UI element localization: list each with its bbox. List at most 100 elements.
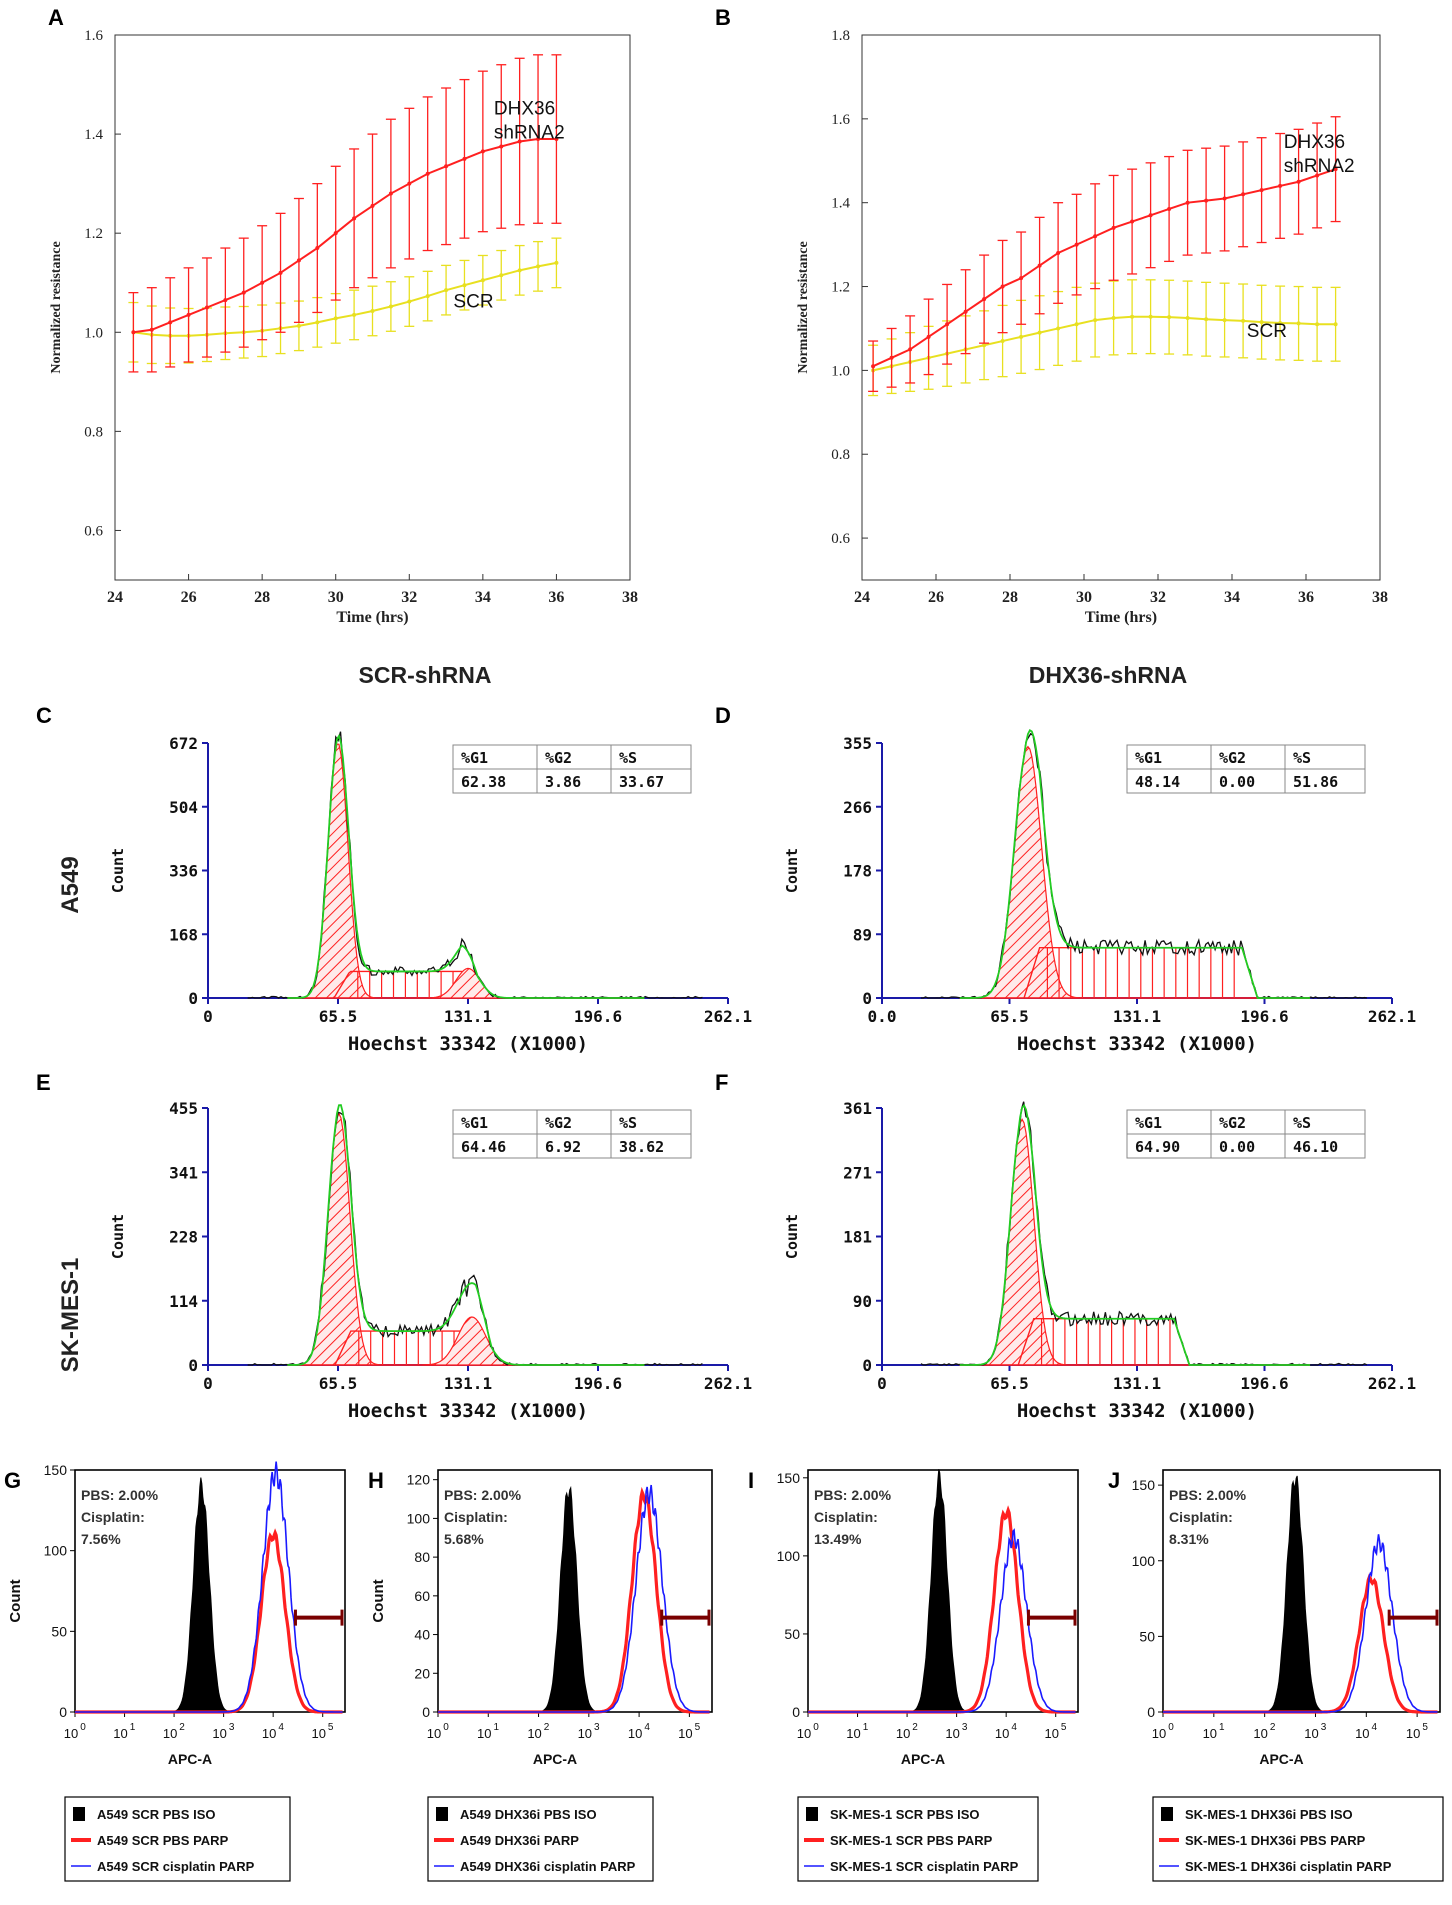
y-tick-label: 0.8: [831, 447, 850, 463]
legend-entry: A549 DHX36i cisplatin PARP: [460, 1859, 636, 1874]
data-point: [1296, 321, 1301, 326]
model-fit-line: [287, 733, 645, 999]
data-point: [554, 137, 559, 142]
x-tick-label: 262.1: [704, 1007, 752, 1026]
panel-label-J: J: [1108, 1468, 1120, 1493]
y-tick-label: 1.2: [84, 226, 103, 242]
x-tick-label: 34: [1224, 589, 1240, 606]
y-tick-label: 1.8: [831, 28, 850, 44]
legend-entry: A549 SCR PBS ISO: [97, 1807, 216, 1822]
x-tick-label: 10: [163, 1726, 177, 1741]
x-tick-label: 65.5: [990, 1374, 1029, 1393]
table-value-cell: 38.62: [619, 1138, 664, 1156]
y-tick-label: 150: [1132, 1477, 1156, 1493]
y-tick-label: 89: [853, 925, 872, 944]
legend: SK-MES-1 DHX36i PBS ISO SK-MES-1 DHX36i P…: [1152, 1796, 1444, 1882]
series-label: shRNA2: [494, 122, 565, 143]
phase-table: %G1 64.90 %G2 0.00 %S 46.10: [1126, 1109, 1366, 1159]
data-point: [333, 231, 338, 236]
data-point: [352, 312, 357, 317]
data-point: [1333, 322, 1338, 327]
x-tick-label: 10: [311, 1726, 325, 1741]
table-header-cell: %G1: [1135, 749, 1162, 767]
y-tick-label: 341: [169, 1163, 198, 1182]
data-point: [1130, 314, 1135, 319]
data-point: [1019, 334, 1024, 339]
data-point: [462, 283, 467, 288]
table-header-cell: %G1: [461, 749, 488, 767]
phase-table: %G1 48.14 %G2 0.00 %S 51.86: [1126, 744, 1366, 794]
x-axis-label: Hoechst 33342 (X1000): [1017, 1033, 1257, 1055]
x-tick-label: 10: [797, 1726, 811, 1741]
x-tick-label: 10: [527, 1726, 541, 1741]
data-point: [1204, 198, 1209, 203]
x-tick-label: 10: [1044, 1726, 1058, 1741]
table-header-cell: %S: [619, 749, 637, 767]
annotation-text: 13.49%: [814, 1531, 862, 1547]
data-point: [1204, 317, 1209, 322]
x-axis-label: Hoechst 33342 (X1000): [1017, 1400, 1257, 1422]
y-tick-label: 228: [169, 1228, 198, 1247]
table-value-cell: 62.38: [461, 773, 506, 791]
data-point: [926, 334, 931, 339]
x-tick-exponent: 4: [278, 1722, 284, 1733]
legend-swatch-iso: [1161, 1807, 1173, 1821]
legend-frame: [797, 1796, 1039, 1882]
series-line: [872, 168, 1336, 368]
series-line: [872, 315, 1336, 372]
series-label: shRNA2: [1284, 156, 1355, 177]
x-tick-label: 65.5: [319, 1374, 358, 1393]
x-tick-label: 10: [1406, 1726, 1420, 1741]
panel-label-E: E: [36, 1070, 51, 1095]
y-axis-label: Normalized resistance: [796, 241, 811, 373]
data-point: [1296, 179, 1301, 184]
annotation-text: 7.56%: [81, 1531, 121, 1547]
data-point: [296, 323, 301, 328]
x-axis-label: Hoechst 33342 (X1000): [348, 1033, 588, 1055]
model-fit-line: [959, 729, 1311, 999]
x-tick-label: 10: [1304, 1726, 1318, 1741]
x-tick-exponent: 0: [80, 1722, 86, 1733]
y-axis-label: Count: [783, 848, 801, 893]
y-tick-label: 120: [407, 1472, 431, 1488]
chart-D: D 355 266 178 89 00.0 65.5 131.1 196.6 262.1 Hoech…: [715, 703, 1416, 1055]
y-axis-label: Count: [109, 1214, 127, 1259]
x-tick-exponent: 2: [1270, 1722, 1276, 1733]
data-point: [370, 308, 375, 313]
x-tick-label: 196.6: [1240, 1374, 1288, 1393]
data-point: [333, 316, 338, 321]
y-tick-label: 0: [188, 989, 198, 1008]
x-tick-exponent: 2: [544, 1722, 550, 1733]
x-tick-exponent: 5: [1422, 1722, 1428, 1733]
x-tick-label: 10: [578, 1726, 592, 1741]
data-point: [425, 294, 430, 299]
y-tick-label: 1.6: [831, 112, 850, 128]
panel-label-F: F: [715, 1070, 728, 1095]
legend-swatch-iso: [73, 1807, 85, 1821]
data-point: [871, 364, 876, 369]
x-tick-exponent: 4: [1011, 1722, 1017, 1733]
x-tick-label: 24: [107, 589, 123, 606]
y-tick-label: 0.6: [831, 531, 850, 547]
y-tick-label: 100: [44, 1543, 68, 1559]
g2-peak-fill: [422, 1316, 522, 1366]
y-tick-label: 100: [777, 1548, 801, 1564]
x-tick-label: 34: [475, 589, 491, 606]
data-point: [260, 280, 265, 285]
data-point: [1111, 315, 1116, 320]
cisplatin-parp-histogram: [438, 1484, 710, 1713]
x-tick-label: 65.5: [319, 1007, 358, 1026]
series-line: [133, 261, 557, 337]
data-point: [1278, 183, 1283, 188]
data-point: [1241, 192, 1246, 197]
data-point: [517, 268, 522, 273]
data-point: [1185, 200, 1190, 205]
x-tick-exponent: 2: [179, 1722, 185, 1733]
data-point: [1056, 326, 1061, 331]
x-tick-exponent: 3: [1321, 1722, 1327, 1733]
data-point: [241, 290, 246, 295]
model-fit-line: [287, 1104, 645, 1366]
